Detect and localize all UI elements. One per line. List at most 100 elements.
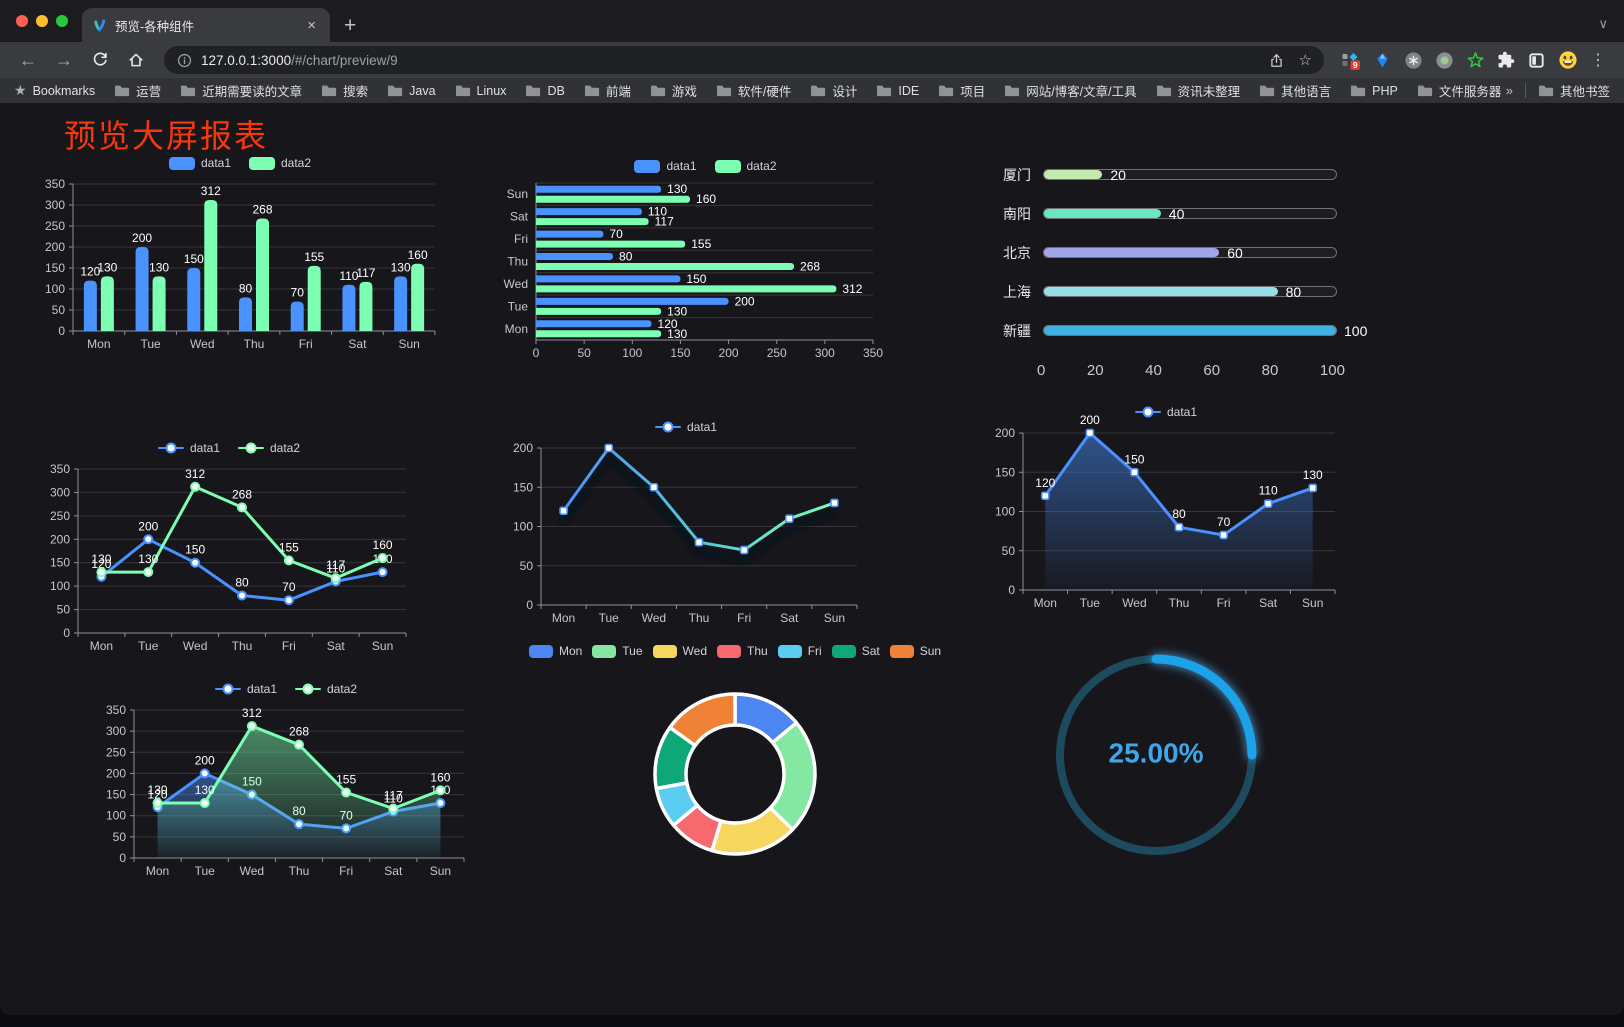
- svg-text:130: 130: [148, 783, 168, 797]
- progress-row: 南阳 40: [985, 194, 1377, 233]
- extension-gem-icon[interactable]: [1373, 51, 1392, 70]
- progress-value: 60: [1227, 244, 1243, 261]
- bookmark-folder[interactable]: DB: [525, 81, 565, 100]
- bookmark-folder[interactable]: Java: [387, 81, 436, 100]
- svg-text:100: 100: [45, 282, 65, 296]
- address-bar[interactable]: 127.0.0.1:3000/#/chart/preview/9 ☆: [164, 46, 1324, 74]
- svg-text:Mon: Mon: [90, 639, 113, 653]
- bookmark-folder[interactable]: 网站/博客/文章/工具: [1004, 81, 1137, 100]
- bookmark-folder[interactable]: 项目: [938, 81, 985, 100]
- extension-green-star-icon[interactable]: [1466, 51, 1485, 70]
- maximize-window-button[interactable]: [56, 15, 68, 27]
- extensions-puzzle-icon[interactable]: [1497, 51, 1515, 69]
- bookmark-folder[interactable]: 运营: [114, 81, 161, 100]
- extension-green-dot-circle-icon[interactable]: [1435, 51, 1454, 70]
- legend-item[interactable]: data1: [1134, 405, 1197, 419]
- legend-item[interactable]: data1: [654, 420, 717, 434]
- svg-text:130: 130: [667, 182, 687, 196]
- bookmark-folder[interactable]: Linux: [455, 81, 506, 100]
- legend-item[interactable]: data2: [714, 159, 777, 173]
- bookmark-folder[interactable]: 文件服务器: [1417, 81, 1501, 100]
- extension-emoji-face-icon[interactable]: [1558, 50, 1578, 70]
- site-info-icon[interactable]: [176, 52, 193, 69]
- svg-text:150: 150: [184, 252, 204, 266]
- svg-text:50: 50: [577, 346, 591, 360]
- legend-item[interactable]: data1: [157, 441, 220, 455]
- legend-item[interactable]: Tue: [592, 644, 643, 658]
- back-button[interactable]: ←: [19, 50, 37, 70]
- chart-legend: data1 data2: [35, 152, 445, 174]
- bookmark-folder[interactable]: 游戏: [650, 81, 697, 100]
- extension-contrast-square-icon[interactable]: [1527, 51, 1546, 70]
- tab-search-chevron-icon[interactable]: ∨: [1598, 16, 1608, 31]
- browser-tab[interactable]: 预览-各种组件 ×: [82, 8, 330, 42]
- close-window-button[interactable]: [16, 15, 28, 27]
- legend-item[interactable]: data2: [249, 156, 311, 170]
- svg-text:Sun: Sun: [824, 611, 845, 625]
- other-bookmarks-folder[interactable]: 其他书签: [1538, 81, 1610, 100]
- forward-button[interactable]: →: [55, 50, 73, 70]
- browser-menu-icon[interactable]: ⋮: [1590, 52, 1606, 69]
- area-line-chart[interactable]: data1 0 50 100 150 200 Mon Tue Wed Thu Fri Sat Sun 12…: [985, 401, 1347, 618]
- legend-item[interactable]: data2: [238, 441, 300, 455]
- progress-track: 80: [1043, 284, 1337, 300]
- legend-item[interactable]: Wed: [652, 644, 707, 658]
- extension-asterisk-circle-icon[interactable]: [1404, 51, 1423, 70]
- share-icon[interactable]: [1268, 52, 1285, 69]
- legend-item[interactable]: Thu: [717, 644, 768, 658]
- svg-text:130: 130: [667, 327, 687, 341]
- bookmark-folder[interactable]: 前端: [584, 81, 631, 100]
- svg-text:50: 50: [113, 830, 127, 844]
- bookmark-folder[interactable]: 设计: [810, 81, 857, 100]
- svg-text:117: 117: [356, 266, 375, 280]
- svg-text:250: 250: [45, 219, 65, 233]
- bookmark-star-icon[interactable]: ☆: [1298, 52, 1312, 69]
- legend-item[interactable]: data1: [168, 156, 231, 170]
- legend-item[interactable]: data1: [634, 159, 697, 173]
- bookmark-folder[interactable]: 资讯未整理: [1156, 81, 1240, 100]
- horizontal-bar-chart[interactable]: data1 data2 0 50 100 150 200 250 300 350 Sun 130 160…: [498, 155, 913, 366]
- svg-text:117: 117: [655, 215, 674, 229]
- bookmark-folder[interactable]: 其他语言: [1259, 81, 1331, 100]
- donut-chart[interactable]: Mon Tue Wed Thu Fri Sat Sun: [528, 640, 941, 886]
- bookmark-folder[interactable]: 搜索: [321, 81, 368, 100]
- legend-item[interactable]: Mon: [528, 644, 582, 658]
- svg-text:80: 80: [619, 250, 633, 264]
- progress-bar-chart[interactable]: 厦门 20 南阳 40 北京 60 上海 80 新疆 100 0 20 40 60 80 100: [985, 155, 1377, 387]
- svg-text:Tue: Tue: [599, 611, 620, 625]
- svg-text:160: 160: [408, 248, 428, 262]
- bookmarks-overflow-chevron[interactable]: »: [1505, 83, 1513, 98]
- progress-label: 北京: [1003, 244, 1031, 261]
- new-tab-button[interactable]: +: [344, 14, 357, 37]
- svg-text:150: 150: [995, 465, 1015, 479]
- legend-item[interactable]: data1: [214, 682, 277, 696]
- minimize-window-button[interactable]: [36, 15, 48, 27]
- legend-item[interactable]: Sun: [889, 644, 941, 658]
- legend-item[interactable]: data2: [295, 682, 357, 696]
- svg-text:70: 70: [609, 227, 623, 241]
- home-button[interactable]: [127, 51, 145, 69]
- legend-item[interactable]: Sat: [831, 644, 880, 658]
- bookmark-folder[interactable]: 近期需要读的文章: [180, 81, 302, 100]
- svg-text:120: 120: [658, 317, 678, 331]
- line-chart[interactable]: data1 data2 0 50 100 150 200 250 300 350 Mon Tue Wed…: [40, 437, 418, 661]
- area-line-chart-2[interactable]: data1 data2 0 50 100 150 200 250 300 350 Mon Tue Wed…: [96, 678, 476, 886]
- gradient-line-chart[interactable]: data1 0 50 100 150 200 Mon Tue Wed Thu Fri Sat Sun: [503, 416, 869, 633]
- gauge-chart[interactable]: 25.00%: [1048, 645, 1264, 865]
- tab-close-button[interactable]: ×: [307, 16, 316, 34]
- svg-text:150: 150: [1124, 452, 1144, 466]
- bookmark-folder[interactable]: PHP: [1350, 81, 1398, 100]
- reload-button[interactable]: [91, 51, 109, 69]
- grouped-bar-chart[interactable]: data1 data2 0 50 100 150 200 250 300 350 Mon Tue Wed…: [35, 152, 445, 359]
- folder-icon: [716, 84, 732, 97]
- extension-grid-badge-icon[interactable]: 9: [1340, 50, 1361, 71]
- bookmarks-button[interactable]: ★ Bookmarks: [14, 82, 96, 98]
- svg-text:110: 110: [384, 791, 403, 805]
- svg-text:Tue: Tue: [1080, 596, 1101, 610]
- legend-item[interactable]: Fri: [777, 644, 822, 658]
- svg-text:350: 350: [863, 346, 883, 360]
- svg-text:Fri: Fri: [737, 611, 751, 625]
- bookmark-folder[interactable]: 软件/硬件: [716, 81, 791, 100]
- svg-text:100: 100: [50, 579, 70, 593]
- bookmark-folder[interactable]: IDE: [876, 81, 919, 100]
